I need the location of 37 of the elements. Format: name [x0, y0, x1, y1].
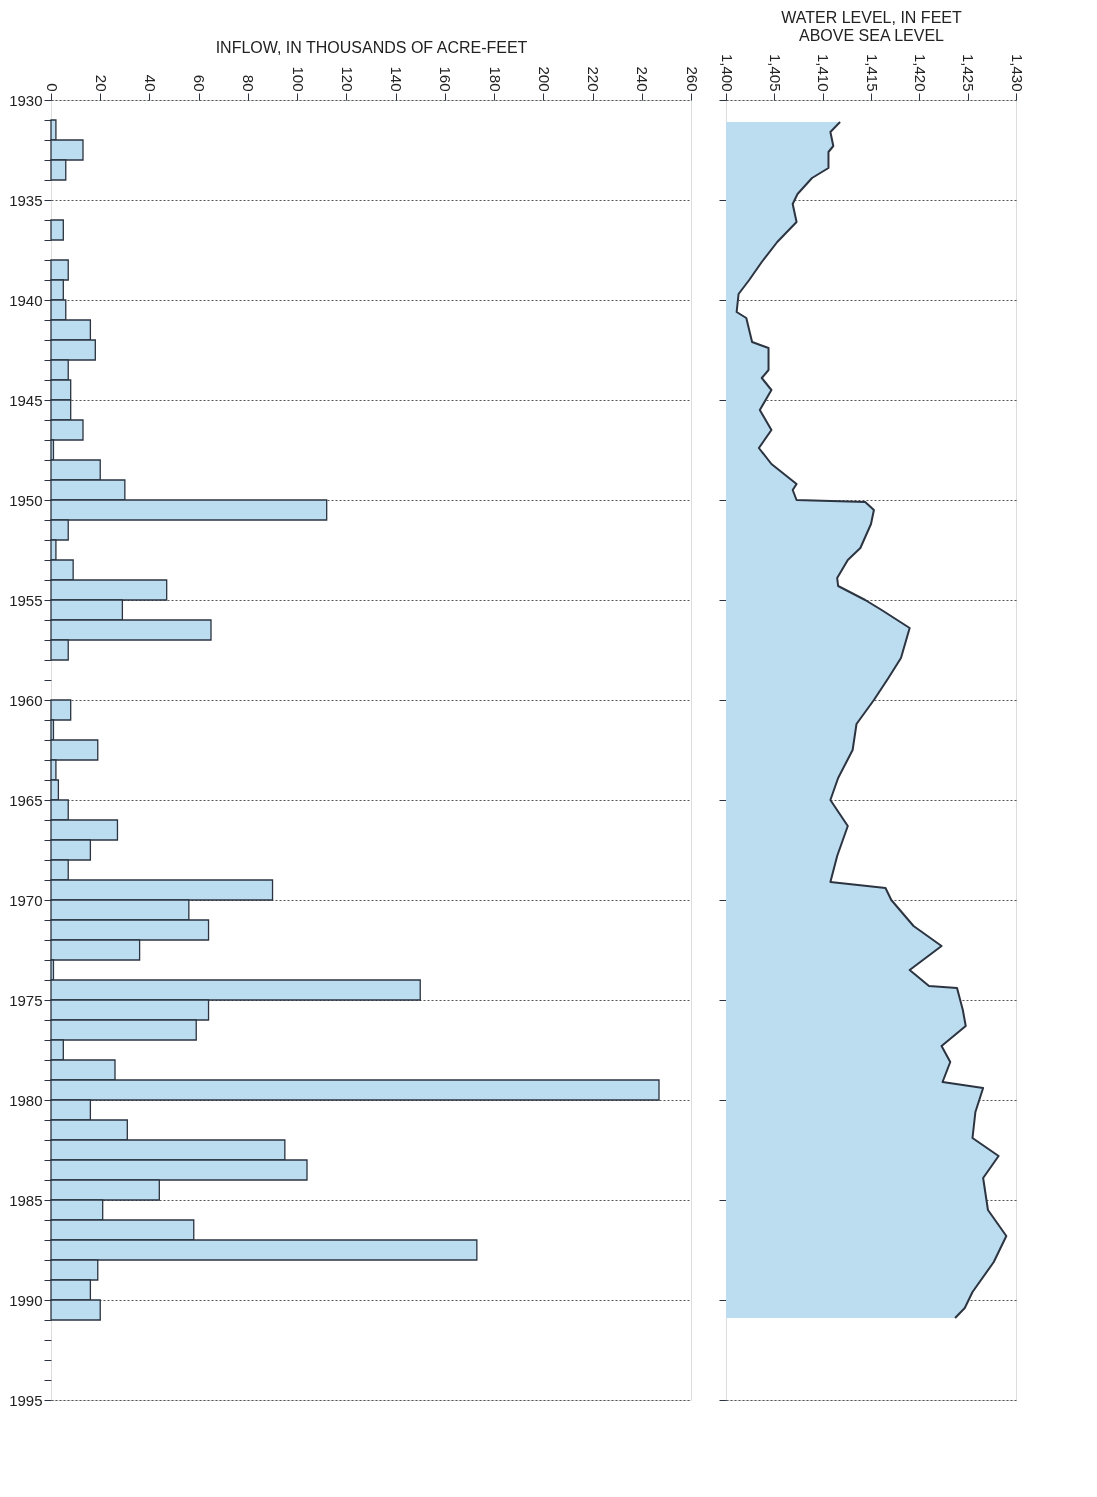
y-tick-label: 1940 [9, 291, 43, 309]
y-tick-label: 1950 [9, 491, 43, 509]
x-tick-label: 120 [338, 66, 356, 92]
x-tick-label: 180 [486, 66, 504, 92]
x-tick-label: 260 [683, 66, 701, 92]
x-tick-label: 160 [437, 66, 455, 92]
x-tick-label: 100 [289, 66, 307, 92]
x-tick-label: 1,415 [863, 53, 881, 92]
x-tick-label: 60 [191, 74, 209, 92]
x-tick-label: 0 [43, 83, 61, 92]
x-tick-label: 1,425 [960, 53, 978, 92]
x-axis-title: WATER LEVEL, IN FEET ABOVE SEA LEVEL [781, 8, 962, 44]
x-tick-label: 1,400 [718, 53, 736, 92]
y-tick-label: 1955 [9, 591, 43, 609]
x-tick-label: 200 [535, 66, 553, 92]
x-tick-label: 1,410 [815, 53, 833, 92]
x-tick-label: 240 [634, 66, 652, 92]
x-tick-label: 1,430 [1008, 53, 1026, 92]
x-tick-label: 220 [585, 66, 603, 92]
x-tick-label: 140 [388, 66, 406, 92]
y-tick-label: 1945 [9, 391, 43, 409]
y-tick-label: 1990 [9, 1291, 43, 1309]
x-axis-title: INFLOW, IN THOUSANDS OF ACRE-FEET [215, 39, 528, 57]
y-tick-label: 1965 [9, 791, 43, 809]
y-tick-label: 1980 [9, 1091, 43, 1109]
y-tick-label: 1975 [9, 991, 43, 1009]
y-tick-label: 1985 [9, 1191, 43, 1209]
y-tick-label: 1960 [9, 691, 43, 709]
x-tick-label: 1,420 [911, 53, 929, 92]
y-tick-label: 1995 [9, 1391, 43, 1409]
x-tick-label: 20 [92, 74, 110, 92]
x-tick-label: 40 [141, 74, 159, 92]
x-tick-label: 80 [240, 74, 258, 92]
y-tick-label: 1935 [9, 191, 43, 209]
x-tick-label: 1,405 [766, 53, 784, 92]
y-tick-label: 1970 [9, 891, 43, 909]
y-tick-label: 1930 [9, 91, 43, 109]
